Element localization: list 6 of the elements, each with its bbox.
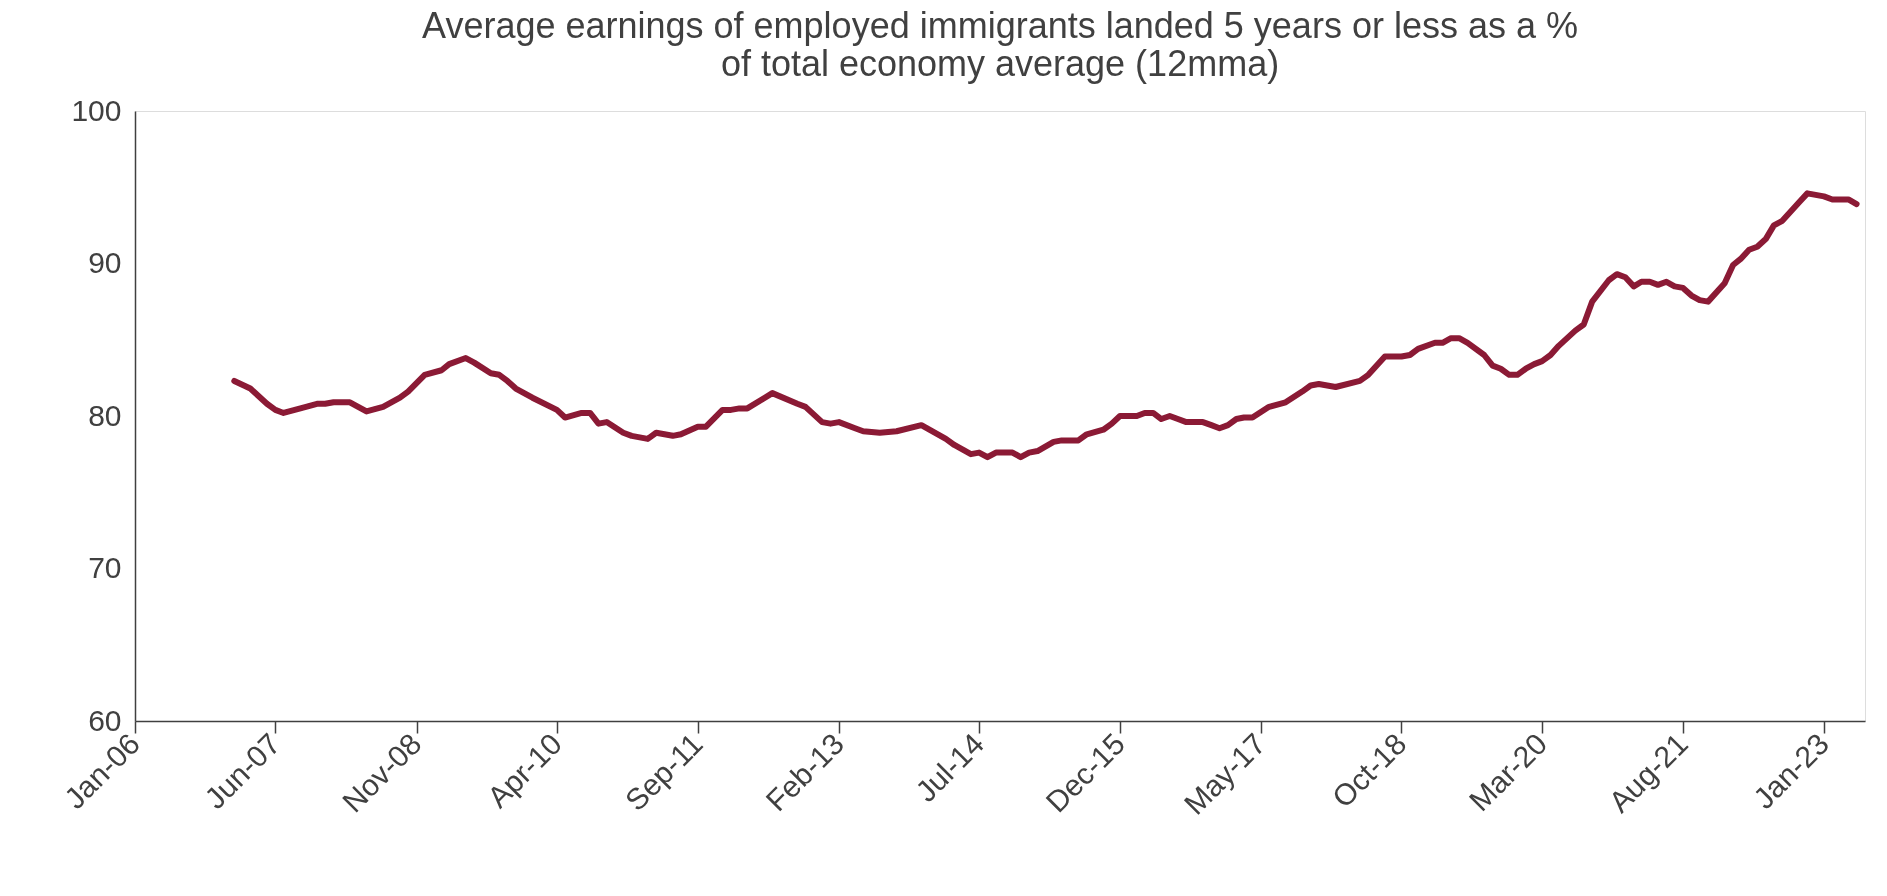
y-tick-label: 100 bbox=[71, 93, 122, 127]
chart-title: Average earnings of employed immigrants landed 5 years or less as a % of total economy average (12mma) bbox=[422, 5, 1578, 84]
y-tick-label: 60 bbox=[88, 703, 122, 737]
y-tick-label: 80 bbox=[88, 398, 122, 432]
y-tick-label: 90 bbox=[88, 246, 122, 279]
y-tick-label: 70 bbox=[88, 551, 122, 584]
